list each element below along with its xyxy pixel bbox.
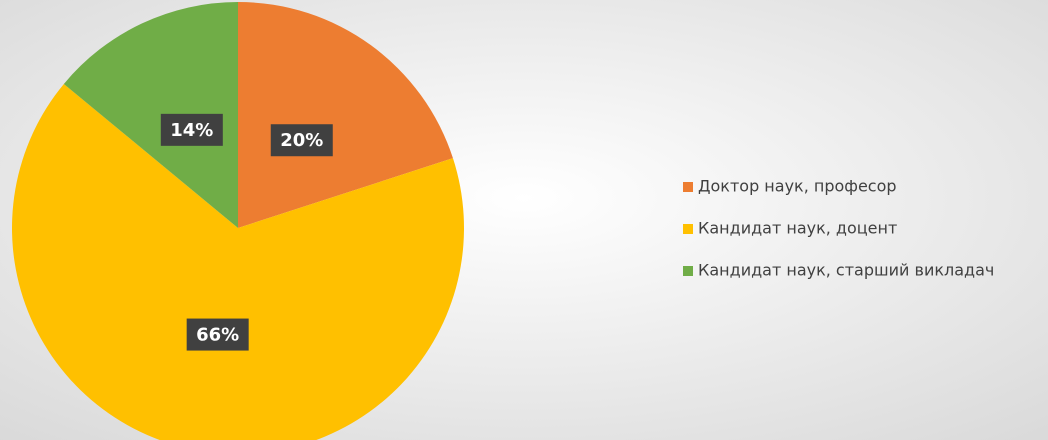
pie-slice (63, 2, 238, 228)
legend-label: Доктор наук, професор (698, 177, 897, 196)
legend-swatch (683, 182, 693, 192)
pie-slice (12, 83, 464, 440)
legend-label: Кандидат наук, доцент (698, 219, 897, 238)
data-label: 14% (170, 120, 213, 141)
legend-label: Кандидат наук, старший викладач (698, 261, 994, 280)
data-label: 20% (280, 130, 323, 151)
data-label-box (160, 113, 223, 146)
legend-swatch (683, 266, 693, 276)
data-label-box (186, 318, 249, 351)
pie-slice (238, 2, 453, 228)
legend-swatch (683, 224, 693, 234)
data-label: 66% (196, 325, 239, 346)
data-label-box (270, 124, 333, 157)
